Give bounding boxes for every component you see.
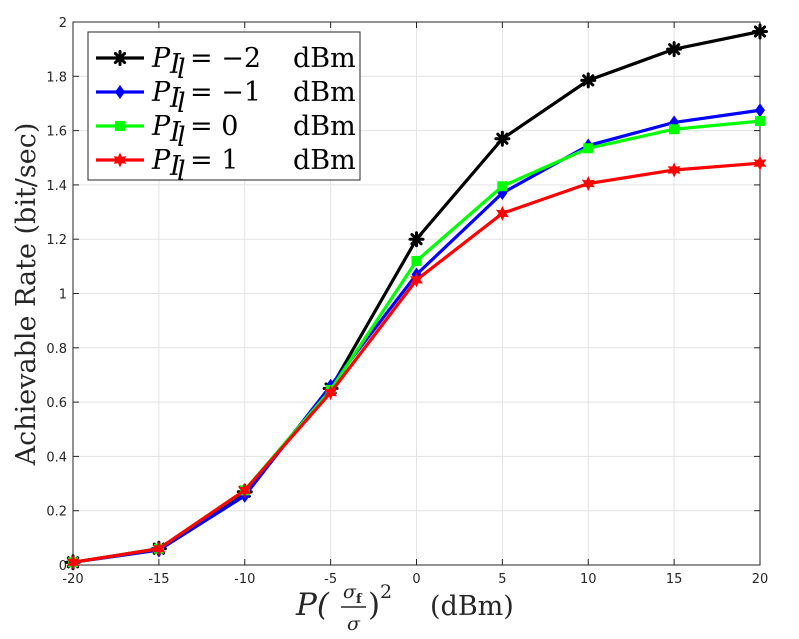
legend-unit: dBm: [293, 77, 356, 108]
data-point: [497, 181, 508, 192]
x-axis-label-suffix: ): [368, 587, 380, 623]
y-tick-label: 1: [59, 288, 67, 303]
x-axis-label-unit: (dBm): [430, 591, 514, 622]
legend-symbol: P: [151, 111, 171, 142]
x-axis-label-prefix: P(: [295, 587, 330, 623]
x-tick-label: 15: [666, 572, 683, 587]
legend-entry: P Il = −2 dBm: [96, 43, 356, 85]
x-tick-label: 0: [412, 572, 420, 587]
x-axis-label-power: 2: [380, 581, 392, 603]
legend-subscript: I: [169, 117, 182, 148]
data-point: [669, 124, 680, 135]
legend-unit: dBm: [293, 145, 356, 176]
legend-subsubscript: l: [177, 156, 186, 187]
x-tick-label: -20: [62, 572, 83, 587]
x-tick-label: 20: [752, 572, 769, 587]
legend-symbol: P: [151, 77, 171, 108]
legend-subscript: I: [169, 151, 182, 182]
data-point: [238, 482, 252, 498]
y-tick-label: 2: [59, 16, 67, 31]
y-tick-label: 0.2: [46, 505, 67, 520]
data-point: [666, 41, 683, 58]
data-point: [408, 231, 425, 248]
legend-subscript: I: [169, 83, 182, 114]
data-point: [66, 554, 80, 570]
legend-value: = 1: [190, 145, 238, 176]
data-point: [411, 255, 422, 266]
x-axis-label-frac-den: σ: [347, 613, 361, 635]
legend-value: = −1: [190, 77, 261, 108]
data-point: [495, 205, 509, 221]
series-layer: [65, 23, 768, 571]
legend-marker: [113, 152, 127, 168]
legend-entry: P Il = 1 dBm: [96, 145, 356, 187]
y-tick-label: 0.4: [46, 450, 67, 465]
ticks: -20 -15 -10 -5 0 5 10 15 20 0 0.2 0.4 0.6 0.8 1 1.2 1.4 1…: [46, 16, 768, 587]
x-tick-label: -5: [324, 572, 337, 587]
legend-marker: [115, 85, 125, 99]
legend-marker: [112, 50, 128, 66]
data-point: [580, 72, 597, 89]
y-tick-label: 0.6: [46, 396, 67, 411]
legend-value: = 0: [190, 111, 238, 142]
y-axis-label: Achievable Rate (bit/sec): [11, 123, 42, 467]
data-point: [755, 103, 765, 118]
data-point: [752, 23, 768, 40]
legend-entry: P Il = −1 dBm: [96, 77, 356, 119]
legend-symbol: P: [151, 145, 171, 176]
x-axis-label-frac-num-sub: f: [356, 592, 363, 607]
legend-subsubscript: l: [177, 54, 186, 85]
data-point: [324, 385, 338, 401]
data-point: [494, 130, 511, 147]
data-point: [753, 155, 767, 171]
legend-unit: dBm: [293, 111, 356, 142]
data-point: [410, 272, 423, 288]
legend-marker: [115, 121, 125, 131]
y-tick-label: 0.8: [46, 342, 67, 357]
y-tick-label: 1.8: [46, 70, 67, 85]
data-point: [583, 143, 594, 154]
legend-symbol: P: [151, 43, 171, 74]
x-axis-label: P( σ f σ ) 2 (dBm): [295, 581, 514, 635]
x-tick-label: -10: [234, 572, 255, 587]
x-tick-label: 5: [498, 572, 506, 587]
legend-subscript: I: [169, 49, 182, 80]
legend-subsubscript: l: [177, 88, 186, 119]
x-tick-label: -15: [148, 572, 169, 587]
legend-subsubscript: l: [177, 122, 186, 153]
y-tick-label: 1.2: [46, 233, 67, 248]
data-point: [755, 116, 765, 127]
y-tick-label: 1.6: [46, 125, 67, 140]
data-point: [581, 176, 595, 192]
legend-entry: P Il = 0 dBm: [96, 111, 356, 153]
y-tick-label: 1.4: [46, 179, 67, 194]
legend-unit: dBm: [293, 43, 356, 74]
data-point: [152, 541, 166, 557]
series-3: [66, 155, 767, 570]
legend-value: = −2: [190, 43, 261, 74]
y-tick-label: 0: [59, 559, 67, 574]
x-tick-label: 10: [580, 572, 597, 587]
data-point: [667, 162, 681, 178]
x-axis-label-frac-num: σ: [343, 581, 357, 603]
